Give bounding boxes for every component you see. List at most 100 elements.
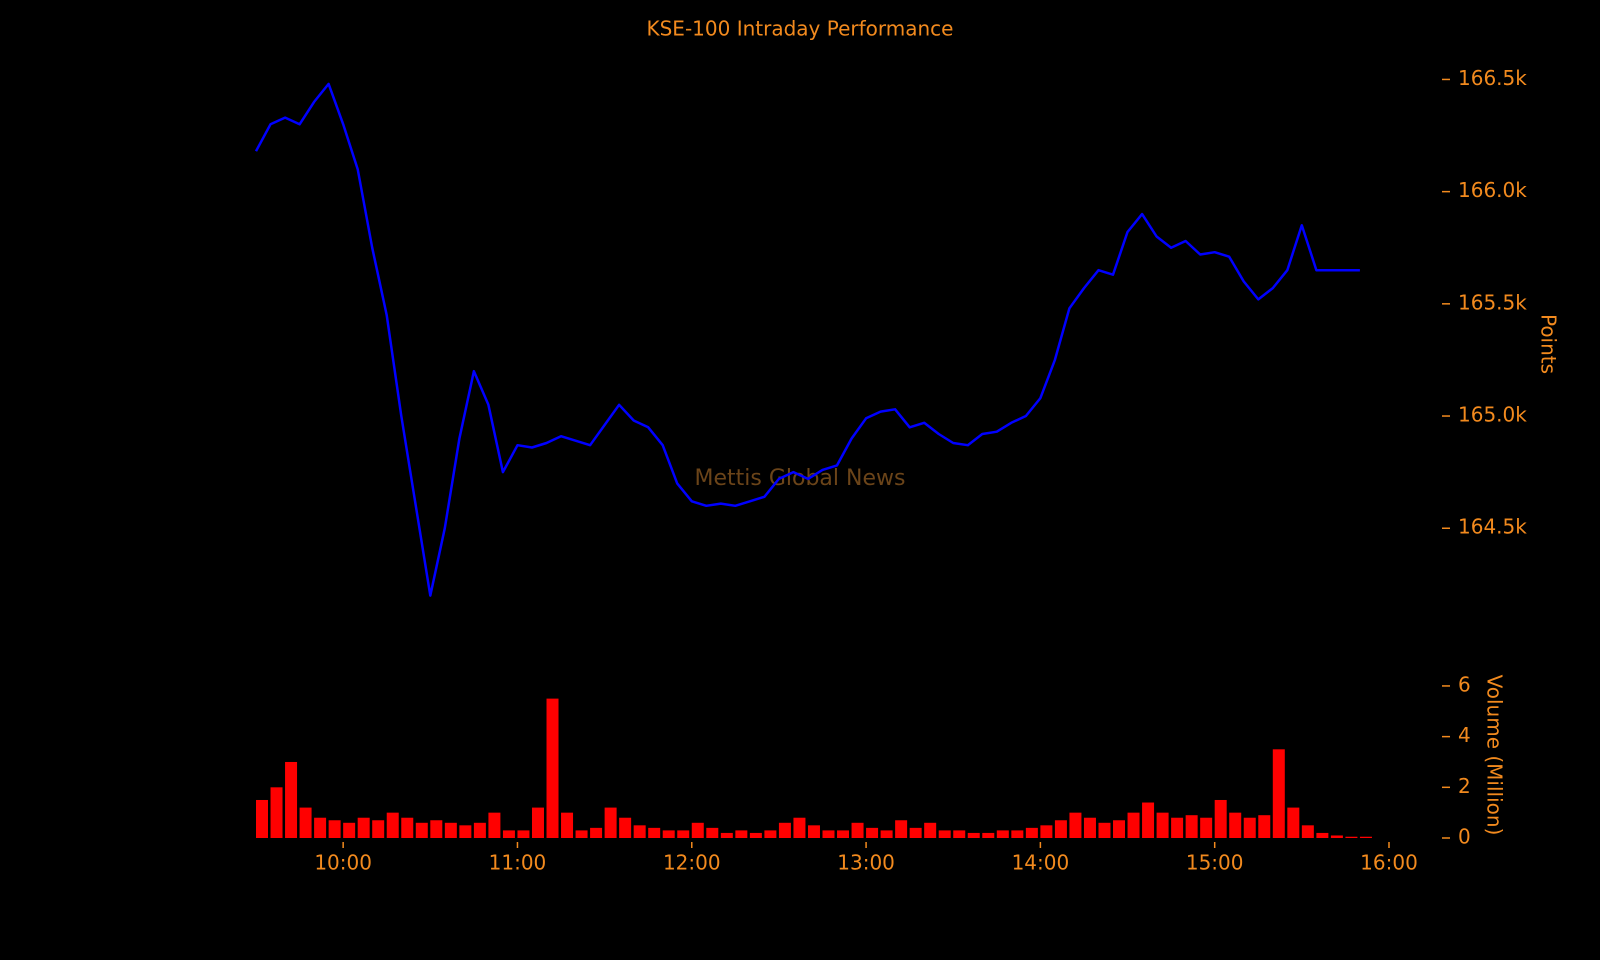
volume-bar xyxy=(1156,812,1169,838)
volume-bar xyxy=(924,822,937,838)
volume-bar xyxy=(590,827,603,838)
volume-bar xyxy=(793,817,806,838)
x-tick-label: 15:00 xyxy=(1186,851,1244,875)
volume-bar xyxy=(343,822,356,838)
volume-bar xyxy=(982,832,995,838)
x-tick-label: 14:00 xyxy=(1012,851,1070,875)
volume-bar xyxy=(1083,817,1096,838)
volume-bar xyxy=(314,817,327,838)
volume-bar xyxy=(1243,817,1256,838)
volume-bar xyxy=(1171,817,1184,838)
volume-bar xyxy=(488,812,501,838)
volume-bar xyxy=(1287,807,1300,838)
volume-bar xyxy=(328,820,341,838)
y-tick-label: 166.5k xyxy=(1458,66,1527,90)
volume-bar xyxy=(561,812,574,838)
chart-title: KSE-100 Intraday Performance xyxy=(647,17,954,41)
x-tick-label: 10:00 xyxy=(314,851,372,875)
volume-bar xyxy=(430,820,443,838)
x-tick-label: 16:00 xyxy=(1360,851,1418,875)
y-tick-label: 165.5k xyxy=(1458,290,1527,314)
volume-bar xyxy=(822,830,835,838)
volume-bar xyxy=(575,830,588,838)
volume-bar xyxy=(1330,835,1343,838)
volume-bar xyxy=(285,761,298,838)
volume-bar xyxy=(459,825,472,838)
volume-bar xyxy=(401,817,414,838)
y-tick-label: 6 xyxy=(1458,672,1471,696)
y-tick-label: 164.5k xyxy=(1458,515,1527,539)
volume-bar xyxy=(953,830,966,838)
volume-bar xyxy=(1345,836,1358,838)
volume-bar xyxy=(837,830,850,838)
x-tick-label: 12:00 xyxy=(663,851,721,875)
volume-bar xyxy=(749,832,762,838)
volume-bar xyxy=(996,830,1009,838)
x-tick-label: 11:00 xyxy=(489,851,547,875)
volume-bar xyxy=(1127,812,1140,838)
volume-bar xyxy=(677,830,690,838)
volume-bar xyxy=(1113,820,1126,838)
volume-bar xyxy=(720,832,733,838)
volume-bar xyxy=(546,698,559,838)
volume-bar xyxy=(807,825,820,838)
volume-bar xyxy=(386,812,399,838)
volume-bar xyxy=(691,822,704,838)
volume-bar xyxy=(1185,815,1198,838)
watermark: Mettis Global News xyxy=(695,466,906,491)
volume-bar xyxy=(604,807,617,838)
y-tick-label: 2 xyxy=(1458,774,1471,798)
volume-bar xyxy=(967,832,980,838)
volume-bar xyxy=(1258,815,1271,838)
volume-bar xyxy=(517,830,530,838)
volume-bar xyxy=(706,827,719,838)
volume-bar xyxy=(256,799,268,838)
volume-bar xyxy=(473,822,486,838)
volume-bar xyxy=(502,830,515,838)
volume-bar xyxy=(1214,799,1227,838)
y-tick-label: 165.0k xyxy=(1458,403,1527,427)
volume-bar xyxy=(880,830,893,838)
volume-bar xyxy=(778,822,791,838)
volume-bar xyxy=(270,787,283,838)
volume-bar xyxy=(866,827,879,838)
volume-bar xyxy=(1142,802,1155,838)
volume-bar xyxy=(735,830,748,838)
volume-bar xyxy=(444,822,457,838)
volume-bar xyxy=(662,830,675,838)
y-tick-label: 166.0k xyxy=(1458,178,1527,202)
volume-bar xyxy=(851,822,864,838)
volume-bar xyxy=(633,825,646,838)
y-tick-label: 4 xyxy=(1458,723,1471,747)
volume-bar xyxy=(1011,830,1024,838)
volume-bar xyxy=(357,817,370,838)
volume-bar xyxy=(1054,820,1067,838)
volume-bar xyxy=(1301,825,1314,838)
volume-bar xyxy=(1098,822,1111,838)
volume-bar xyxy=(299,807,312,838)
volume-bar xyxy=(938,830,951,838)
volume-bar xyxy=(648,827,661,838)
volume-bar xyxy=(1069,812,1082,838)
volume-bar xyxy=(1272,749,1285,838)
y-axis-label: Volume (Million) xyxy=(1483,675,1507,836)
volume-bar xyxy=(1040,825,1053,838)
volume-bar xyxy=(372,820,385,838)
x-tick-label: 13:00 xyxy=(837,851,895,875)
volume-bar xyxy=(1025,827,1038,838)
volume-bar xyxy=(1359,836,1372,838)
volume-bar xyxy=(1229,812,1242,838)
price-line xyxy=(254,82,1360,597)
volume-bar xyxy=(909,827,922,838)
volume-bar xyxy=(415,822,428,838)
volume-bar xyxy=(619,817,632,838)
volume-bar xyxy=(1316,832,1329,838)
y-axis-label: Points xyxy=(1537,314,1561,374)
volume-bar xyxy=(1200,817,1213,838)
volume-bar xyxy=(895,820,908,838)
y-tick-label: 0 xyxy=(1458,825,1471,849)
volume-bar xyxy=(531,807,544,838)
volume-bar xyxy=(764,830,777,838)
